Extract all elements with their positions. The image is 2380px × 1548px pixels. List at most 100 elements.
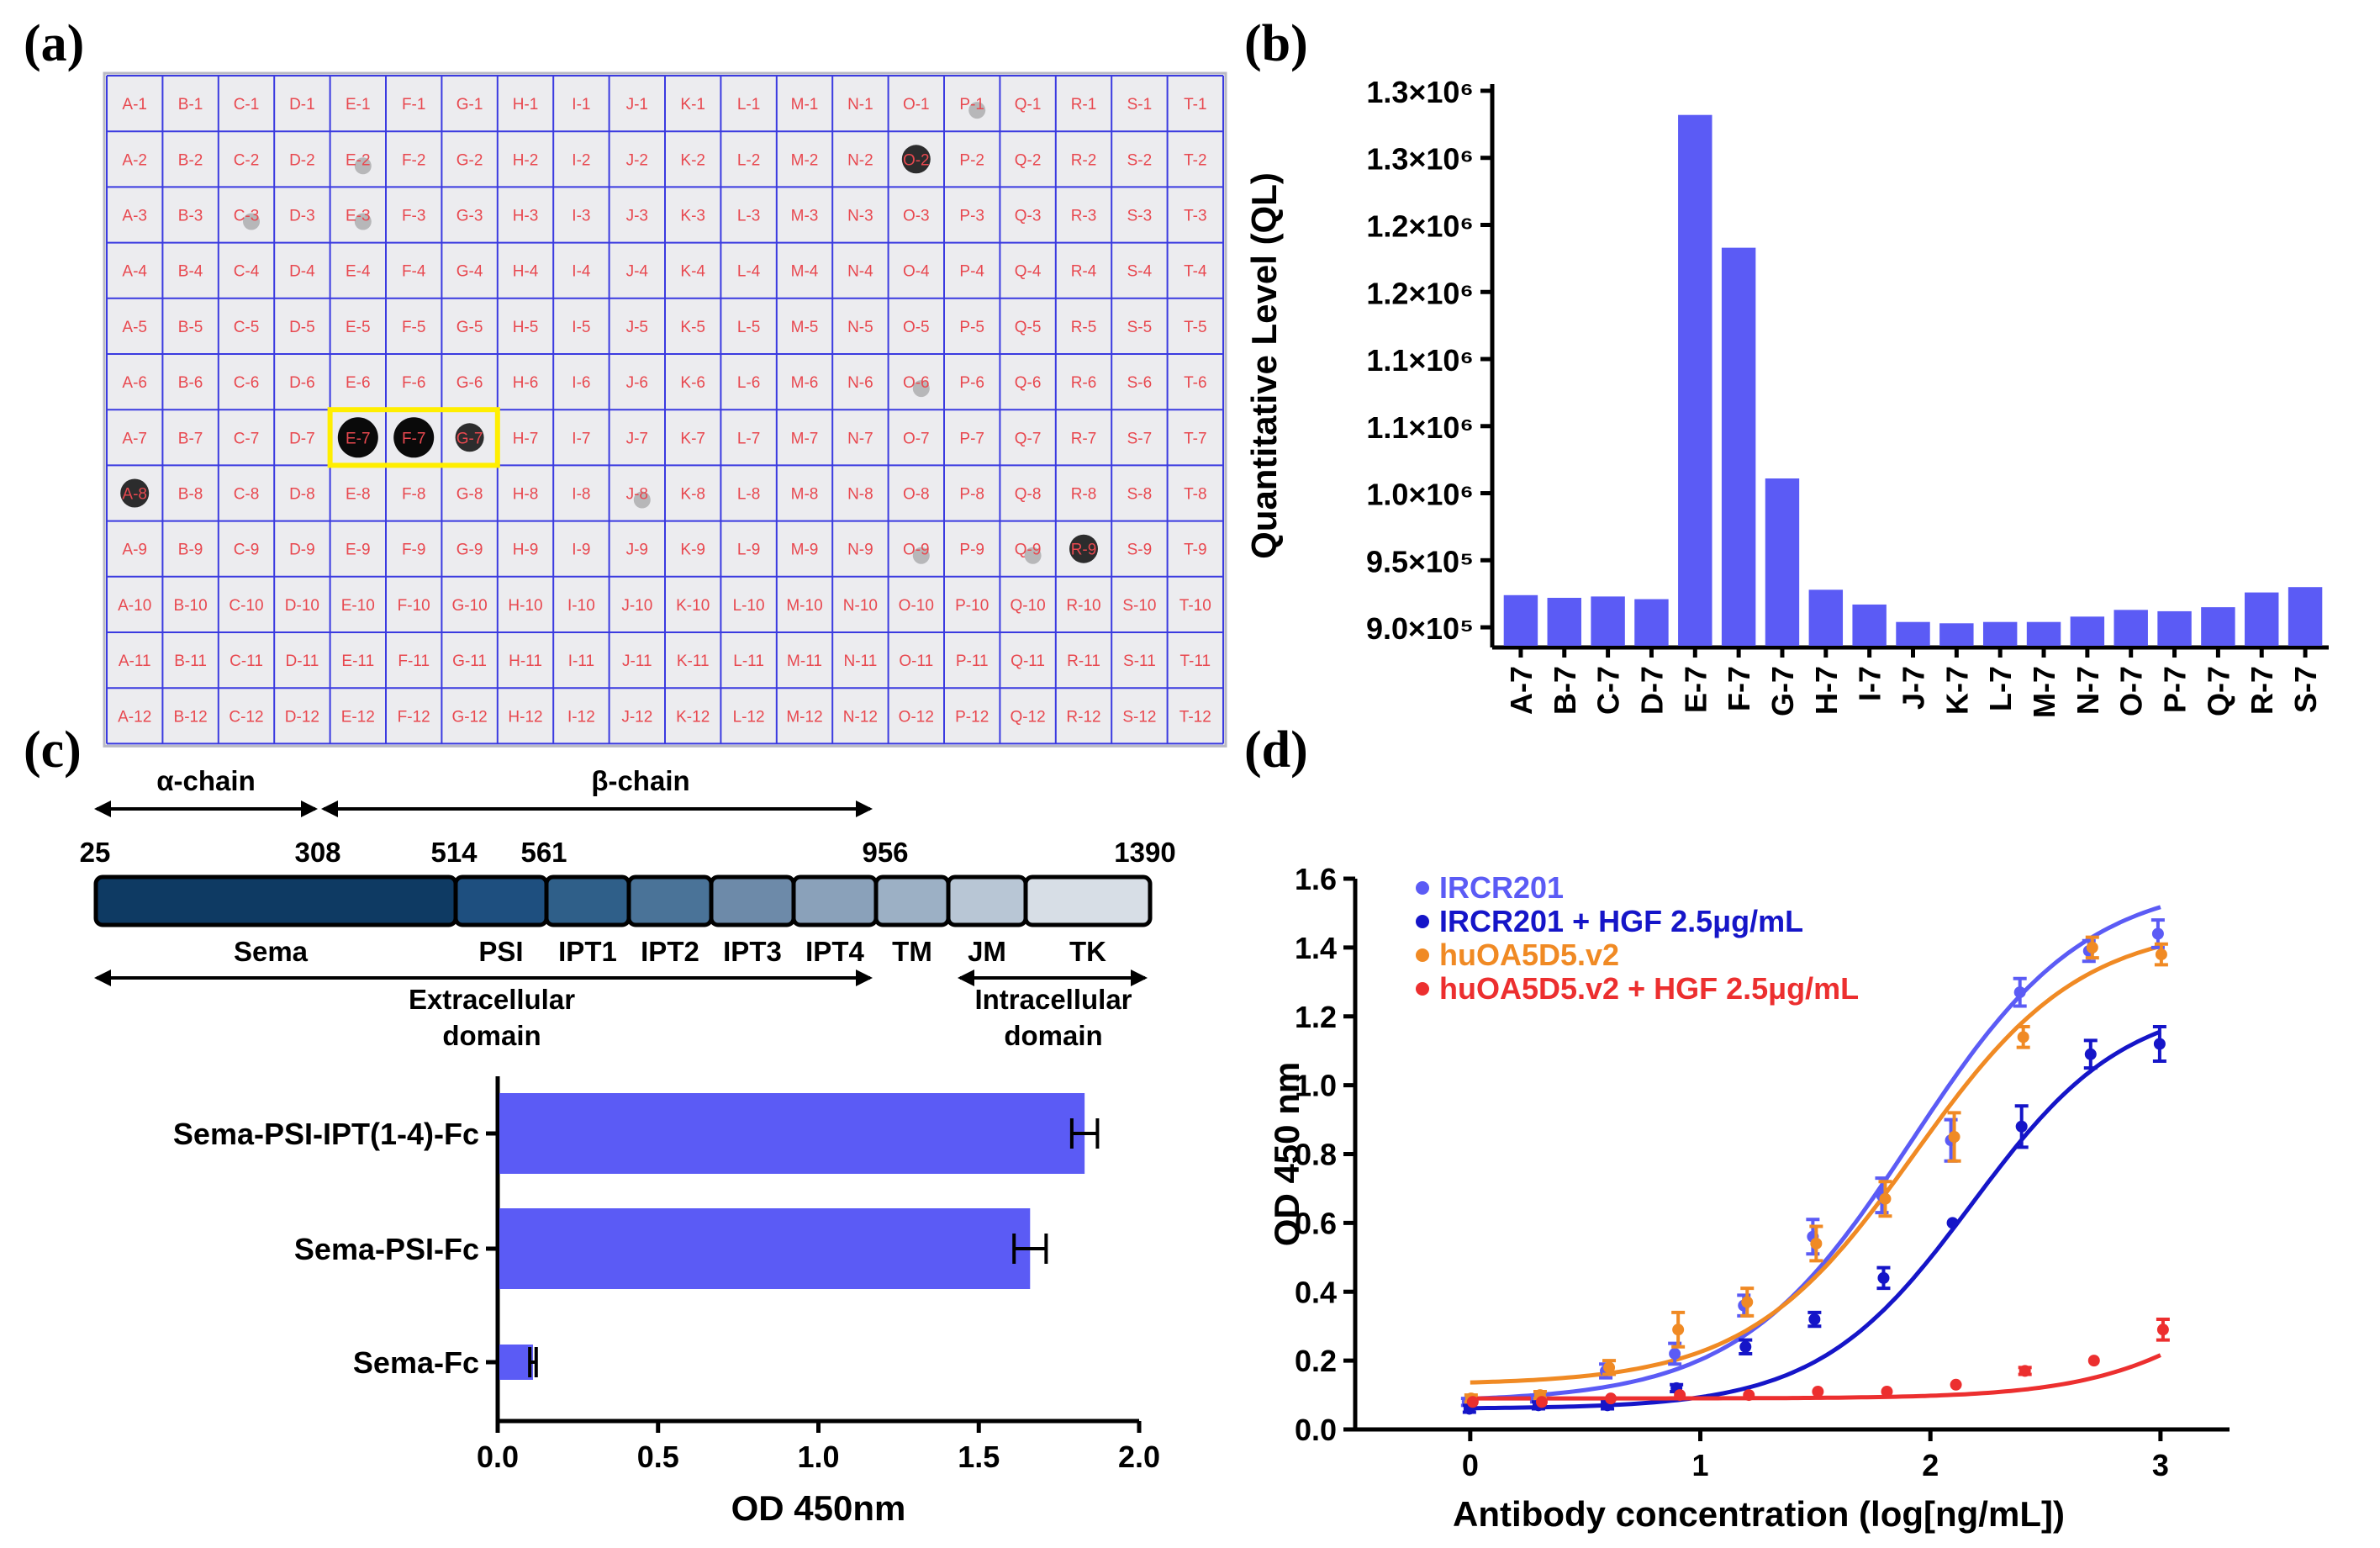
point-series-1 [2153,1038,2166,1050]
array-cell-label: I-4 [572,263,591,281]
array-cell-label: Q-3 [1015,208,1042,225]
array-cell-label: R-11 [1067,652,1100,670]
array-cell-label: Q-4 [1015,263,1042,281]
array-cell-label: F-5 [402,319,426,336]
array-cell-label: C-9 [234,542,260,559]
array-cell-label: F-7 [402,430,426,447]
array-cell-label: H-1 [513,96,539,114]
array-cell-label: T-6 [1184,374,1206,392]
array-cell-label: P-2 [959,151,984,169]
point-series-1 [1877,1271,1890,1284]
point-series-3 [2019,1365,2031,1377]
x-tick-label: L-7 [1983,666,2018,711]
x-tick-label: P-7 [2158,666,2193,713]
array-cell-label: G-5 [456,319,483,336]
fit-curve-series-0 [1470,905,2161,1401]
array-cell-label: R-9 [1071,542,1097,559]
y-tick-label: 9.5×10⁵ [1366,544,1474,579]
bar-F-7 [1721,247,1756,646]
array-cell-label: H-9 [513,542,539,559]
array-cell-label: G-7 [456,430,483,447]
array-cell-label: F-8 [402,486,426,504]
array-cell-label: C-11 [230,652,263,670]
array-cell-label: I-3 [572,208,590,225]
array-cell-label: A-10 [118,597,151,615]
array-cell-label: L-4 [737,263,761,281]
array-cell-label: O-10 [899,597,934,615]
array-cell-label: T-1 [1184,96,1206,114]
array-cell-label: K-12 [676,708,710,726]
extracellular-arrowhead-left [94,969,111,986]
spot-G-7 [455,423,484,452]
array-cell-label: L-7 [737,430,760,447]
array-cell-label: S-6 [1127,374,1153,392]
array-cell-label: R-2 [1071,151,1097,169]
array-cell-label: S-11 [1123,652,1156,670]
array-cell-label: I-9 [572,542,590,559]
legend-marker [1416,881,1429,895]
x-tick-label: 1.5 [958,1440,1000,1474]
legend-entry: huOA5D5.v2 [1439,938,1619,972]
spot-A-8 [120,478,150,508]
y-tick-label: 1.3×10⁶ [1366,142,1474,177]
faint-spot-E-2 [354,157,372,175]
array-cell-label: F-12 [398,708,430,726]
array-cell-label: Q-7 [1015,430,1042,447]
extracellular-arrowhead-right [856,969,873,986]
faint-spot-C-3 [243,213,260,230]
array-cell-label: F-10 [398,597,430,615]
array-cell-label: M-1 [791,96,819,114]
array-cell-label: K-3 [680,208,705,225]
x-tick-label: S-7 [2288,666,2323,713]
array-cell-label: Q-11 [1011,652,1045,670]
alpha-chain-arrowhead-right [301,800,318,817]
met-domain-diagram: α-chain β-chain 25 308 514 561 956 1390 … [80,765,1176,1051]
point-series-3 [1674,1389,1686,1402]
array-cell-label: B-3 [178,208,203,225]
array-cell-label: M-5 [791,319,819,336]
domain-sema [93,874,458,927]
position-514: 514 [430,837,478,868]
x-tick-label: B-7 [1548,666,1582,715]
protein-array: A-1 B-1 C-1 D-1 E-1 F-1 G-1 H-1 I-1 J-1 K-1 L-1 M-1 N… [103,71,1227,748]
faint-spot-Q-9 [1024,547,1042,564]
bar-L-7 [1982,621,2018,646]
array-cell-label: N-7 [847,430,873,447]
array-cell-label: J-7 [626,430,648,447]
array-cell-label: L-2 [737,151,760,169]
array-cell-label: C-8 [234,486,260,504]
point-series-1 [2015,1120,2028,1133]
bar-A-7 [1503,594,1538,646]
y-axis-title: OD 450 nm [1267,1062,1306,1246]
array-cell-label: N-11 [844,652,878,670]
array-cell-label: B-4 [178,263,203,281]
array-cell-label: G-11 [452,652,487,670]
array-cell-label: N-9 [847,542,873,559]
legend-entry: IRCR201 + HGF 2.5μg/mL [1439,904,1803,938]
array-cell-label: E-10 [341,597,375,615]
array-cell-label: F-11 [398,652,430,670]
x-axis-title: Antibody concentration (log[ng/mL]) [1453,1494,2065,1534]
point-series-2 [2017,1031,2029,1043]
array-cell-label: T-11 [1179,652,1211,670]
x-tick-label: M-7 [2027,666,2061,718]
array-cell-label: R-3 [1071,208,1097,225]
array-cell-label: E-5 [346,319,371,336]
y-tick-label: 1.3×10⁶ [1366,75,1474,109]
array-cell-label: Q-1 [1015,96,1042,114]
array-cell-label: A-5 [122,319,147,336]
domain-ipt4 [791,874,879,927]
array-cell-label: R-10 [1066,597,1100,615]
bar-G-7 [1765,478,1800,646]
dose-response-chart: 0.0 0.2 0.4 0.6 0.8 1.0 1.2 1.4 1.6 0 1 2 3 OD 450 nm… [1267,862,2230,1534]
array-cell-label: I-5 [572,319,590,336]
array-cell-label: S-2 [1127,151,1153,169]
domain-ipt2 [626,874,714,927]
array-cell-label: L-3 [737,208,760,225]
point-series-1 [1808,1313,1821,1325]
point-series-0 [2151,927,2164,940]
domain-ipt1 [544,874,631,927]
array-cell-label: M-7 [791,430,819,447]
array-cell-label: R-7 [1071,430,1097,447]
